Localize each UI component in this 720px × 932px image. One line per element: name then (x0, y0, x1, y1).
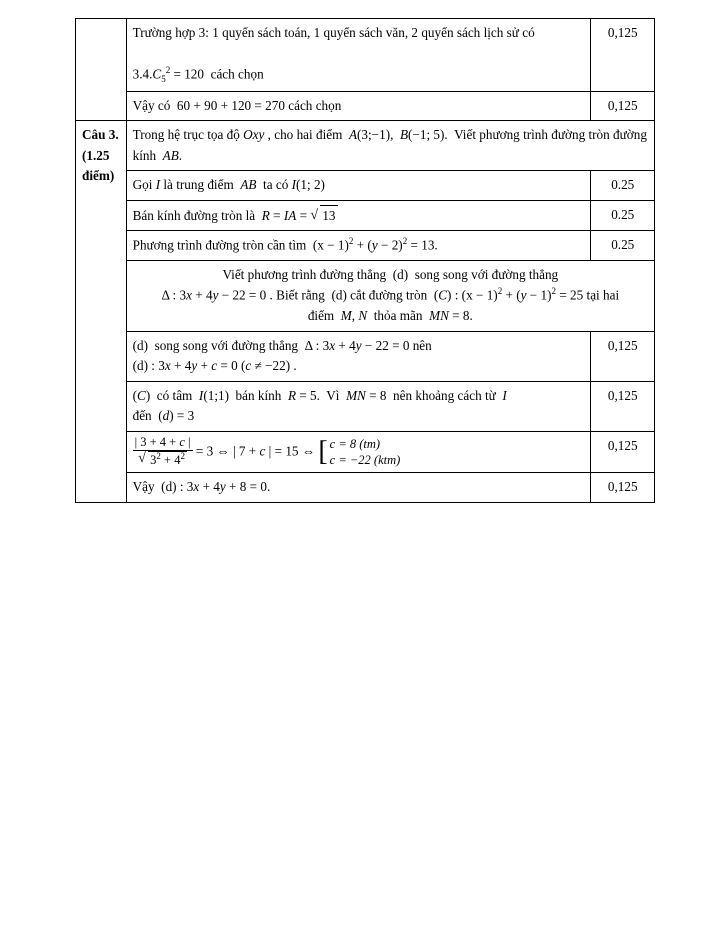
table-row: Trường hợp 3: 1 quyển sách toán, 1 quyển… (76, 19, 655, 92)
solution-cell: Phương trình đường tròn cần tìm (x − 1)2… (126, 231, 591, 261)
solution-cell: Gọi I là trung điểm AB ta có I(1; 2) (126, 171, 591, 200)
score-cell: 0.25 (591, 200, 655, 230)
table-row: Gọi I là trung điểm AB ta có I(1; 2) 0.2… (76, 171, 655, 200)
table-row: Vậy có 60 + 90 + 120 = 270 cách chọn 0,1… (76, 91, 655, 120)
table-row: | 3 + 4 + c |32 + 42 = 3 ⇔ | 7 + c | = 1… (76, 431, 655, 473)
table-row: Vậy (d) : 3x + 4y + 8 = 0. 0,125 (76, 473, 655, 502)
score-cell: 0.25 (591, 231, 655, 261)
question-label-cell: Câu 3. (1.25 điểm) (76, 121, 127, 502)
problem-statement-cell: Viết phương trình đường thẳng (d) song s… (126, 260, 654, 331)
table-row: (C) có tâm I(1;1) bán kính R = 5. Vì MN … (76, 381, 655, 431)
score-cell: 0,125 (591, 91, 655, 120)
solution-cell: (d) song song với đường thẳng Δ : 3x + 4… (126, 331, 591, 381)
score-cell: 0,125 (591, 19, 655, 92)
score-cell: 0,125 (591, 473, 655, 502)
solution-cell: Bán kính đường tròn là R = IA = 13 (126, 200, 591, 230)
table-row: (d) song song với đường thẳng Δ : 3x + 4… (76, 331, 655, 381)
prev-question-label-cell (76, 19, 127, 121)
table-row: Bán kính đường tròn là R = IA = 13 0.25 (76, 200, 655, 230)
score-cell: 0,125 (591, 431, 655, 473)
problem-statement-cell: Trong hệ trục tọa độ Oxy , cho hai điểm … (126, 121, 654, 171)
table-row: Viết phương trình đường thẳng (d) song s… (76, 260, 655, 331)
solution-cell: | 3 + 4 + c |32 + 42 = 3 ⇔ | 7 + c | = 1… (126, 431, 591, 473)
solution-cell: Vậy (d) : 3x + 4y + 8 = 0. (126, 473, 591, 502)
solution-table: Trường hợp 3: 1 quyển sách toán, 1 quyển… (75, 18, 655, 503)
solution-cell: (C) có tâm I(1;1) bán kính R = 5. Vì MN … (126, 381, 591, 431)
score-cell: 0.25 (591, 171, 655, 200)
solution-cell: Trường hợp 3: 1 quyển sách toán, 1 quyển… (126, 19, 591, 92)
table-row: Phương trình đường tròn cần tìm (x − 1)2… (76, 231, 655, 261)
table-row: Câu 3. (1.25 điểm) Trong hệ trục tọa độ … (76, 121, 655, 171)
score-cell: 0,125 (591, 381, 655, 431)
solution-cell: Vậy có 60 + 90 + 120 = 270 cách chọn (126, 91, 591, 120)
score-cell: 0,125 (591, 331, 655, 381)
page: Trường hợp 3: 1 quyển sách toán, 1 quyển… (0, 0, 720, 932)
